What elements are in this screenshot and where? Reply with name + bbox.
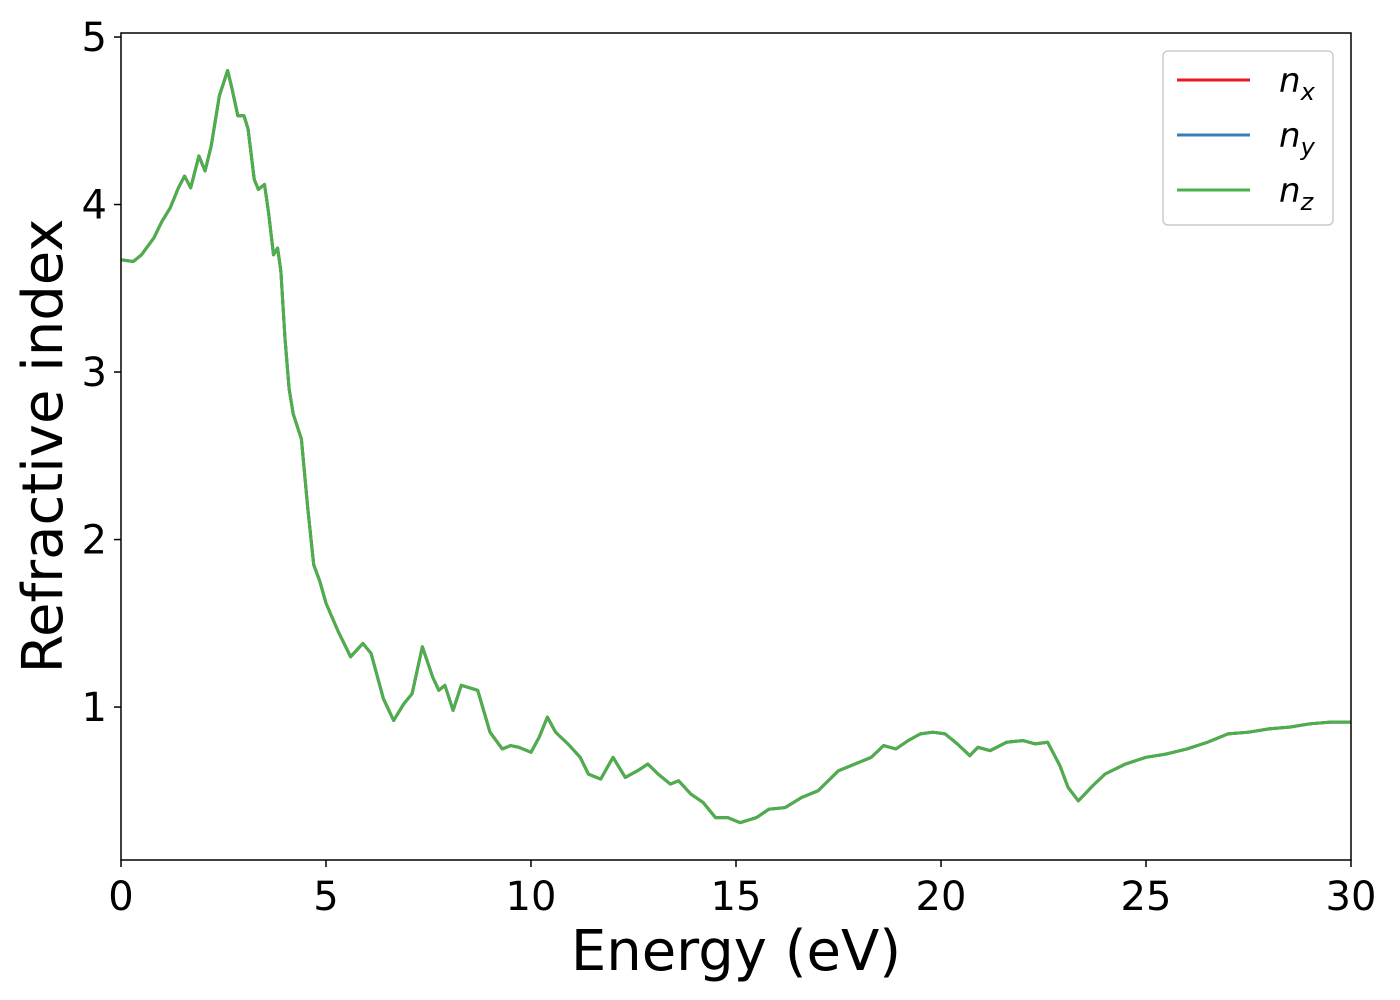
x-tick-label: 0 bbox=[108, 874, 133, 920]
legend-box bbox=[1162, 50, 1334, 226]
x-axis-label: Energy (eV) bbox=[571, 919, 901, 984]
y-tick-label: 2 bbox=[82, 518, 107, 564]
y-tick-label: 4 bbox=[82, 183, 107, 229]
legend-label: ny bbox=[1279, 116, 1316, 161]
y-tick-label: 1 bbox=[82, 685, 107, 731]
x-tick-label: 15 bbox=[711, 874, 762, 920]
data-line bbox=[120, 69, 1351, 825]
y-tick-label: 3 bbox=[82, 350, 107, 396]
x-tick-label: 25 bbox=[1121, 874, 1172, 920]
y-axis-label: Refractive index bbox=[11, 219, 76, 674]
x-tick-label: 10 bbox=[506, 874, 557, 920]
x-tick-label: 20 bbox=[916, 874, 967, 920]
legend-label: nx bbox=[1279, 61, 1316, 106]
y-tick-label: 5 bbox=[82, 15, 107, 61]
x-tick-label: 30 bbox=[1326, 874, 1377, 920]
x-tick-label: 5 bbox=[313, 874, 338, 920]
plot-frame bbox=[120, 32, 1352, 861]
legend-label: nz bbox=[1279, 171, 1315, 216]
